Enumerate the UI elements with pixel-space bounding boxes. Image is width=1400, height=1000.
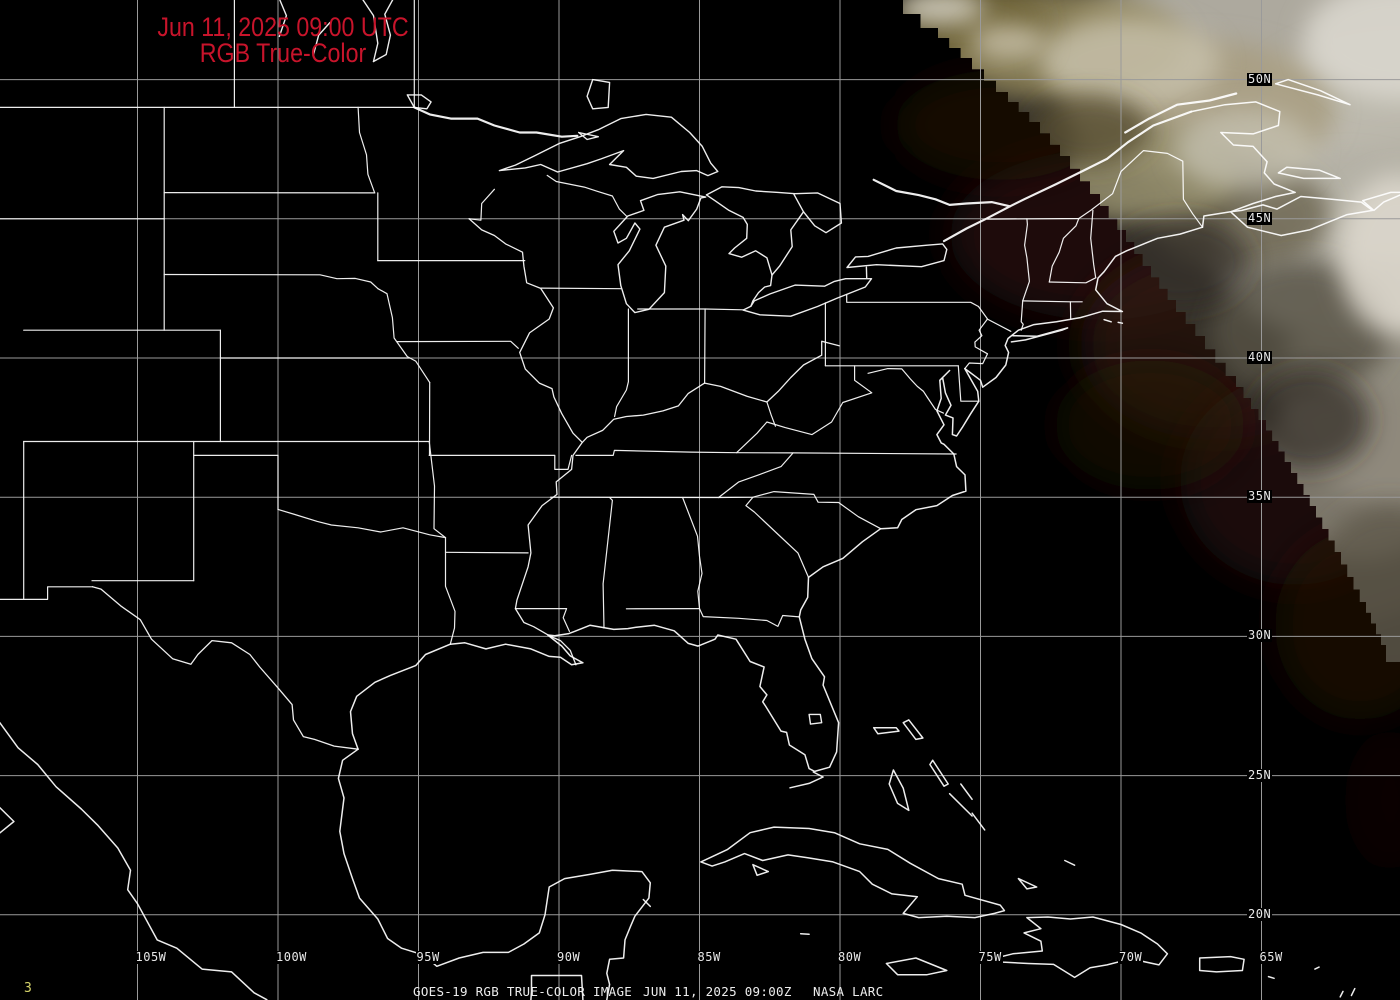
map-layer-canada-border-rivers	[413, 92, 1238, 243]
map-layer-rivers	[91, 218, 840, 750]
map-layer-national-state-lines	[0, 0, 1204, 645]
map-layer-great-lakes	[278, 0, 948, 725]
